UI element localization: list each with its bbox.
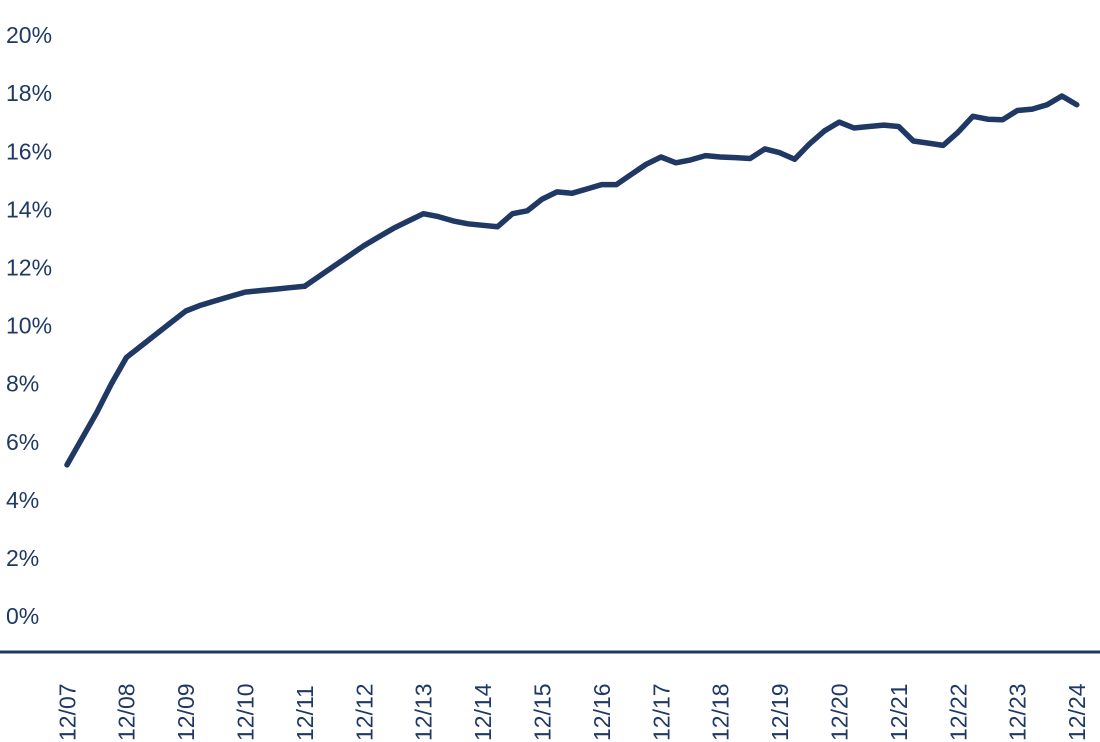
x-axis-tick-label: 12/21 [886,683,912,741]
x-axis-tick-label: 12/11 [292,685,318,741]
y-axis-tick-label: 8% [6,371,39,397]
x-axis-tick-label: 12/10 [232,683,258,741]
y-axis-tick-label: 14% [6,196,52,222]
x-axis-tick-label: 12/12 [351,683,377,741]
data-series-line [64,93,1080,468]
x-axis-tick-label: 12/20 [826,683,852,741]
x-axis-tick-label: 12/07 [54,683,80,741]
x-axis-tick-label: 12/08 [114,683,140,741]
y-axis-tick-label: 0% [6,603,39,629]
x-axis-tick-label: 12/13 [411,683,437,741]
y-axis-tick-label: 4% [6,487,39,513]
x-axis-tick-label: 12/14 [470,683,496,741]
x-axis-tick-label: 12/18 [708,683,734,741]
x-axis-tick-label: 12/19 [767,683,793,741]
y-axis-tick-label: 18% [6,80,52,106]
x-axis-tick-label: 12/22 [945,683,971,741]
y-axis-tick-label: 6% [6,429,39,455]
y-axis-tick-label: 2% [6,545,39,571]
y-axis-tick-label: 10% [6,313,52,339]
x-axis-tick-label: 12/17 [648,683,674,741]
x-axis-tick-label: 12/16 [589,683,615,741]
x-axis-tick-label: 12/24 [1064,683,1090,741]
x-axis-tick-label: 12/09 [173,683,199,741]
y-axis-tick-label: 12% [6,254,52,280]
x-axis-tick-label: 12/15 [529,683,555,741]
y-axis-tick-label: 16% [6,138,52,164]
y-axis-tick-label: 20% [6,22,52,48]
x-axis-tick-label: 12/23 [1005,683,1031,741]
